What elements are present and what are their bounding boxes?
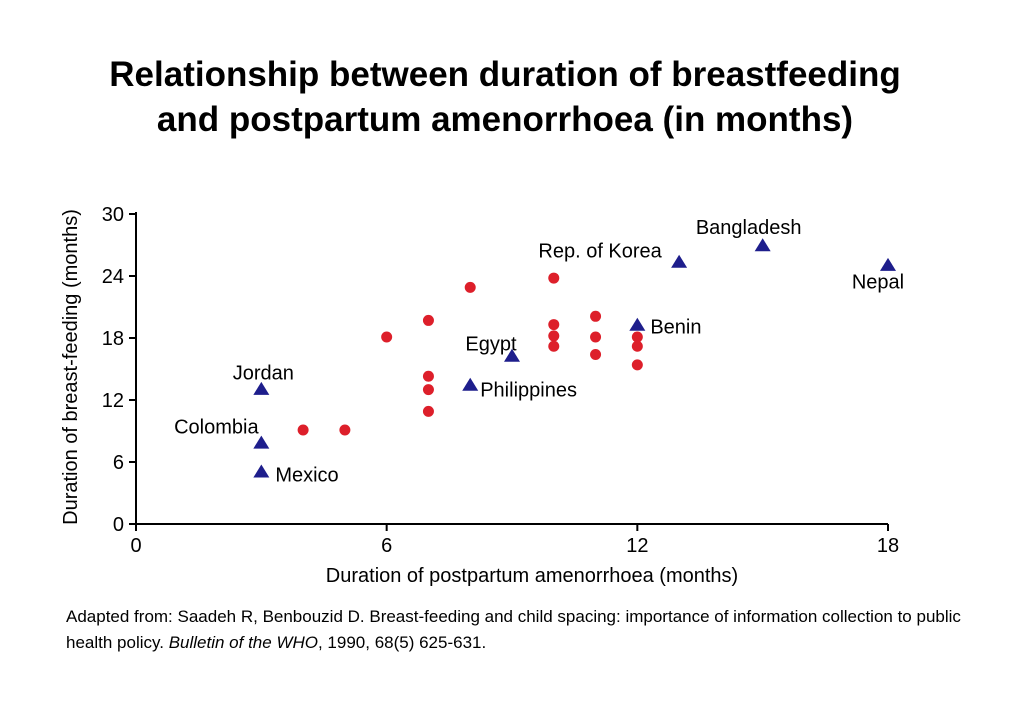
circle-point — [548, 319, 560, 331]
circle-point — [422, 384, 434, 396]
point-label: Jordan — [233, 363, 294, 385]
y-tick-label: 12 — [102, 390, 124, 412]
triangle-point — [253, 464, 270, 478]
triangle-point — [462, 377, 479, 391]
y-axis-label: Duration of breast-feeding (months) — [60, 209, 82, 525]
triangle-point — [253, 381, 270, 395]
circle-point — [590, 310, 602, 322]
circle-point — [339, 424, 351, 436]
x-tick-label: 0 — [130, 535, 141, 557]
point-label: Bangladesh — [696, 217, 802, 239]
triangle-point — [880, 257, 896, 271]
circle-point — [422, 370, 434, 382]
title-line-2: and postpartum amenorrhoea (in months) — [156, 100, 854, 139]
x-tick-label: 18 — [877, 535, 899, 557]
circle-point — [590, 331, 602, 343]
point-label: Nepal — [852, 272, 904, 294]
circle-point — [548, 272, 560, 284]
y-tick-label: 18 — [102, 328, 124, 350]
y-tick-label: 6 — [113, 452, 124, 474]
scatter-chart: 0 6 12 18 0 6 12 18 24 30 Jordan Colombia Mexico Phi… — [60, 204, 904, 587]
circle-point — [548, 340, 560, 352]
x-axis-label: Duration of postpartum amenorrhoea (mont… — [326, 565, 738, 587]
triangle-point — [504, 348, 520, 362]
circle-point — [297, 424, 309, 436]
circle-point — [464, 281, 476, 293]
circle-point — [381, 331, 393, 343]
source-journal: Bulletin of the WHO — [168, 633, 318, 652]
source-prefix: Adapted from: Saadeh R, Benbouzid D. Bre… — [66, 607, 961, 652]
circle-point — [590, 349, 602, 361]
source-suffix: , 1990, 68(5) 625-631. — [317, 633, 487, 652]
title-line-1: Relationship between duration of breastf… — [109, 55, 901, 94]
chart-marks: Jordan Colombia Mexico Philippines Egypt Beni… — [174, 217, 904, 486]
y-tick-label: 24 — [102, 266, 124, 288]
y-tick-label: 0 — [113, 514, 124, 536]
y-tick-label: 30 — [102, 204, 124, 226]
point-label: Mexico — [275, 464, 338, 486]
point-label: Benin — [650, 317, 701, 339]
point-label: Philippines — [480, 380, 577, 402]
chart-axes: 0 6 12 18 0 6 12 18 24 30 — [102, 204, 899, 557]
triangle-point — [253, 435, 270, 449]
circle-point — [548, 330, 560, 342]
point-label: Rep. of Korea — [538, 241, 662, 263]
triangle-point — [629, 317, 646, 331]
circle-point — [422, 405, 434, 417]
x-tick-label: 6 — [381, 535, 392, 557]
circle-point — [631, 331, 643, 343]
point-label: Colombia — [174, 416, 259, 438]
circle-point — [631, 340, 643, 352]
x-tick-label: 12 — [626, 535, 648, 557]
page-title: Relationship between duration of breastf… — [0, 52, 1010, 142]
circle-point — [422, 314, 434, 326]
triangle-point — [754, 238, 771, 252]
triangle-point — [671, 254, 688, 268]
point-label: Egypt — [465, 334, 517, 356]
circle-point — [631, 359, 643, 371]
source-citation: Adapted from: Saadeh R, Benbouzid D. Bre… — [66, 604, 966, 656]
